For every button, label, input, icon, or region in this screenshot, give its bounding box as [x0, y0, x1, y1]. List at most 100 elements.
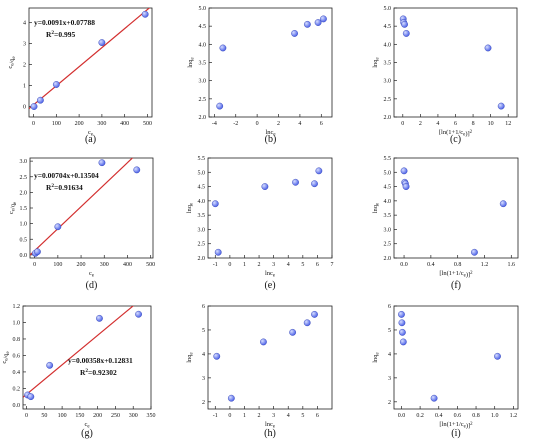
x-tick-label: 150 — [75, 413, 84, 419]
data-point — [398, 328, 406, 336]
x-axis-title: lnce — [265, 129, 275, 138]
x-tick-label: -4 — [212, 121, 217, 127]
x-axis-title-part: [ln(1+1/c — [439, 270, 463, 277]
data-point — [497, 102, 505, 110]
x-tick-label: 8 — [472, 121, 475, 127]
x-tick-label: 400 — [123, 262, 132, 268]
panel-caption: (g) — [81, 428, 93, 439]
plot-frame — [208, 7, 333, 118]
data-point — [320, 15, 327, 23]
y-tick-label: 2.5 — [20, 175, 28, 181]
y-tick-label: 3 — [202, 376, 205, 382]
x-tick-label: 0 — [25, 413, 28, 419]
x-tick-label: 1.0 — [491, 413, 499, 419]
plot-frame — [28, 7, 153, 118]
x-axis-title-part: c — [88, 129, 91, 136]
x-tick-label: 6 — [316, 262, 319, 268]
x-axis-title-sub: e — [87, 425, 89, 430]
y-tick-label: 2.0 — [198, 256, 206, 262]
y-tick-label: 4 — [202, 352, 205, 358]
data-point — [401, 20, 408, 28]
fit-equation: y=0.00358x+0.12831 — [68, 356, 133, 365]
r2-sup: 2 — [51, 183, 54, 189]
x-axis-title: ce — [84, 421, 89, 430]
panel-e: -1 0 1 2 3 4 5 6 72.02.53.03.54.04.55.05.5lnceln… — [186, 156, 334, 291]
fit-line — [29, 8, 151, 110]
y-tick-label: 2.0 — [199, 115, 207, 121]
data-point — [289, 328, 297, 336]
y-tick-label: 1.0 — [20, 222, 28, 228]
panel-caption: (h) — [264, 428, 276, 439]
x-tick-label: 2 — [419, 121, 422, 127]
data-point — [315, 167, 323, 175]
y-axis-title-sub: e — [13, 202, 18, 204]
fit-r2: R2=0.92302 — [80, 368, 117, 377]
y-axis-title: lnqe — [372, 352, 381, 362]
data-point — [260, 338, 267, 346]
y-tick-label: 3.0 — [198, 227, 206, 233]
x-axis-title-part: lnc — [265, 129, 273, 136]
x-tick-label: 300 — [100, 262, 109, 268]
x-axis-title-sub: e — [464, 274, 466, 279]
y-tick-label: 4.5 — [199, 24, 207, 30]
y-tick-label: 3.0 — [384, 227, 392, 233]
y-tick-label: 2.5 — [384, 97, 392, 103]
fit-equation: y=0.00704x+0.13504 — [34, 171, 99, 180]
data-point — [213, 352, 221, 360]
y-tick-label: 4.0 — [198, 199, 206, 205]
x-axis-title-sub: e — [273, 133, 275, 138]
y-tick-label: 2.0 — [384, 115, 392, 121]
y-tick-label: 2 — [202, 400, 205, 406]
x-tick-label: 4 — [298, 121, 301, 127]
data-point — [400, 167, 408, 175]
data-point — [471, 248, 478, 256]
x-axis-title-sub: e — [273, 274, 275, 279]
y-tick-label: 1.0 — [13, 320, 21, 326]
data-point — [430, 394, 438, 402]
x-tick-label: 200 — [93, 413, 102, 419]
data-point — [98, 39, 106, 46]
y-axis-title-part: /q — [9, 58, 16, 64]
panel-caption: (b) — [265, 134, 277, 145]
y-axis-title: ce/qe — [7, 56, 17, 68]
x-tick-label: 100 — [52, 121, 61, 127]
y-axis-title: lnqe — [186, 203, 195, 213]
x-axis-title-sup: 2 — [470, 271, 473, 276]
y-axis-title-part: /q — [3, 353, 10, 359]
y-tick-label: 3.5 — [384, 213, 392, 219]
x-axis-title-sub: e — [91, 133, 93, 138]
data-point — [141, 10, 149, 18]
data-point — [303, 20, 311, 28]
x-tick-label: 0.2 — [416, 413, 424, 419]
data-point — [52, 81, 60, 88]
y-tick-label: 5.0 — [384, 6, 392, 12]
x-tick-label: 6 — [320, 121, 323, 127]
x-tick-label: 0.0 — [398, 413, 406, 419]
data-point — [227, 394, 235, 402]
x-axis-title: ce — [88, 129, 93, 138]
panel-i: 0.0 0.2 0.4 0.6 0.8 1.0 1.223456[ln(1+1/ce)]2l… — [372, 304, 519, 439]
y-axis-title-sub: e — [5, 359, 10, 361]
data-point — [292, 178, 299, 186]
x-tick-label: 6 — [316, 413, 319, 419]
plot-frame — [393, 157, 519, 259]
r2-label: R — [46, 183, 52, 192]
y-axis-title-part: lnq — [372, 354, 379, 363]
y-axis-title-sub: e — [376, 352, 381, 354]
y-axis-title-sub: e — [11, 64, 16, 66]
data-point — [135, 310, 142, 318]
x-tick-label: 2 — [258, 262, 261, 268]
x-tick-label: 0 — [228, 413, 231, 419]
x-tick-label: 0.6 — [454, 413, 462, 419]
data-point — [402, 183, 410, 190]
y-tick-label: 0.2 — [13, 386, 21, 392]
fit-r2: R2=0.91634 — [46, 183, 83, 192]
y-tick-label: 0 — [23, 105, 26, 111]
panel-caption: (d) — [86, 280, 98, 291]
x-tick-label: 350 — [147, 413, 156, 419]
fit-line — [30, 158, 134, 256]
x-tick-label: 100 — [58, 413, 67, 419]
y-axis-title: lnqe — [372, 203, 381, 213]
y-tick-label: 5.5 — [384, 156, 392, 162]
